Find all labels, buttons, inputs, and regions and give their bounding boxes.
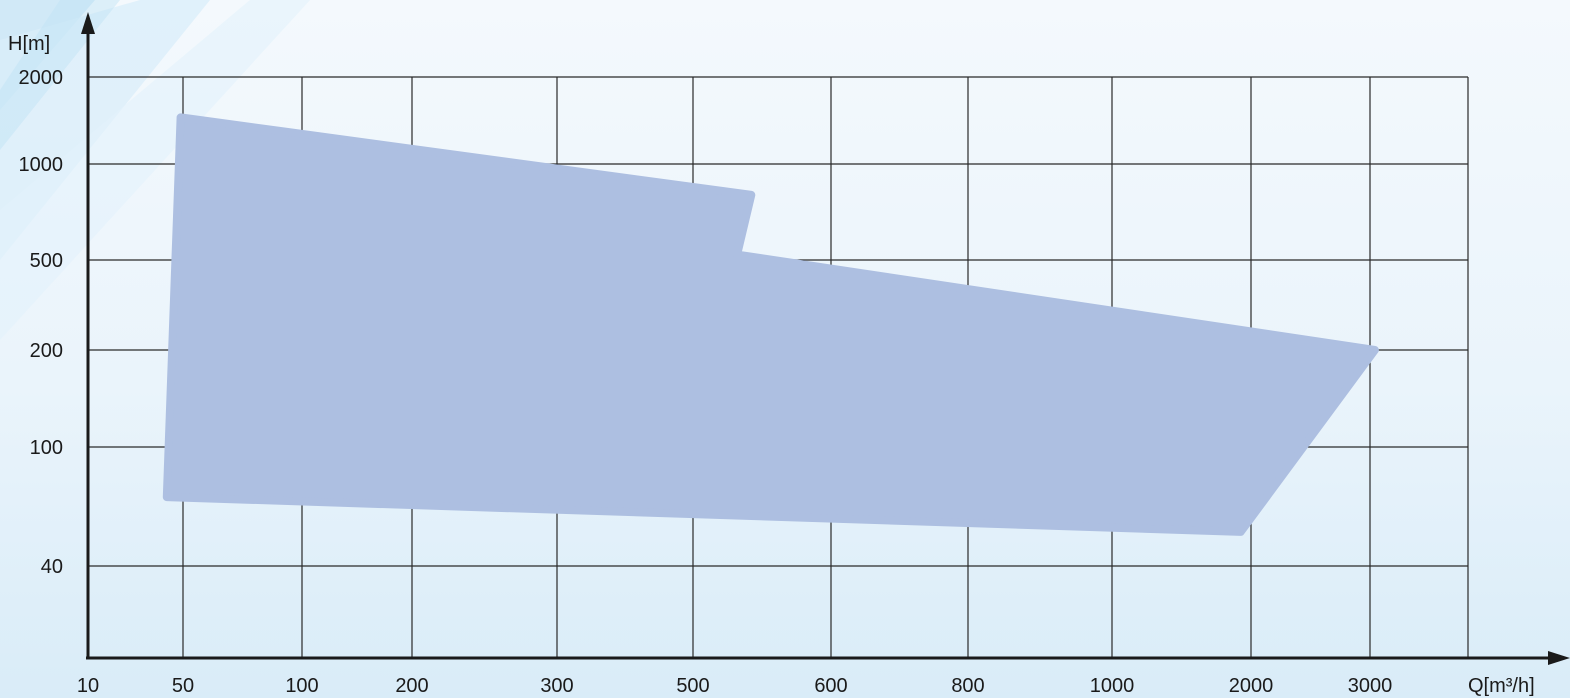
y-axis-title: H[m] xyxy=(8,33,50,55)
y-tick-label: 2000 xyxy=(19,67,64,89)
x-axis-arrow xyxy=(1548,651,1570,665)
x-tick-label: 600 xyxy=(814,675,847,697)
y-tick-label: 100 xyxy=(30,437,63,459)
operating-range-area xyxy=(162,113,1379,536)
x-tick-label: 500 xyxy=(676,675,709,697)
x-tick-label: 200 xyxy=(395,675,428,697)
axes xyxy=(81,12,1570,665)
y-tick-label: 1000 xyxy=(19,154,64,176)
x-axis-title: Q[m³/h] xyxy=(1468,675,1535,697)
x-tick-labels: 10 50 100 200 300 500 600 800 1000 2000 3000 xyxy=(77,675,1392,697)
y-tick-label: 500 xyxy=(30,250,63,272)
y-tick-label: 40 xyxy=(41,556,63,578)
x-tick-label: 100 xyxy=(285,675,318,697)
y-tick-label: 200 xyxy=(30,340,63,362)
x-tick-label: 1000 xyxy=(1090,675,1135,697)
x-tick-label: 10 xyxy=(77,675,99,697)
y-axis-arrow xyxy=(81,12,95,34)
x-tick-label: 2000 xyxy=(1229,675,1274,697)
x-tick-label: 3000 xyxy=(1348,675,1393,697)
x-tick-label: 50 xyxy=(172,675,194,697)
x-tick-label: 800 xyxy=(951,675,984,697)
x-tick-label: 300 xyxy=(540,675,573,697)
y-tick-labels: 40 100 200 500 1000 2000 xyxy=(19,67,64,578)
